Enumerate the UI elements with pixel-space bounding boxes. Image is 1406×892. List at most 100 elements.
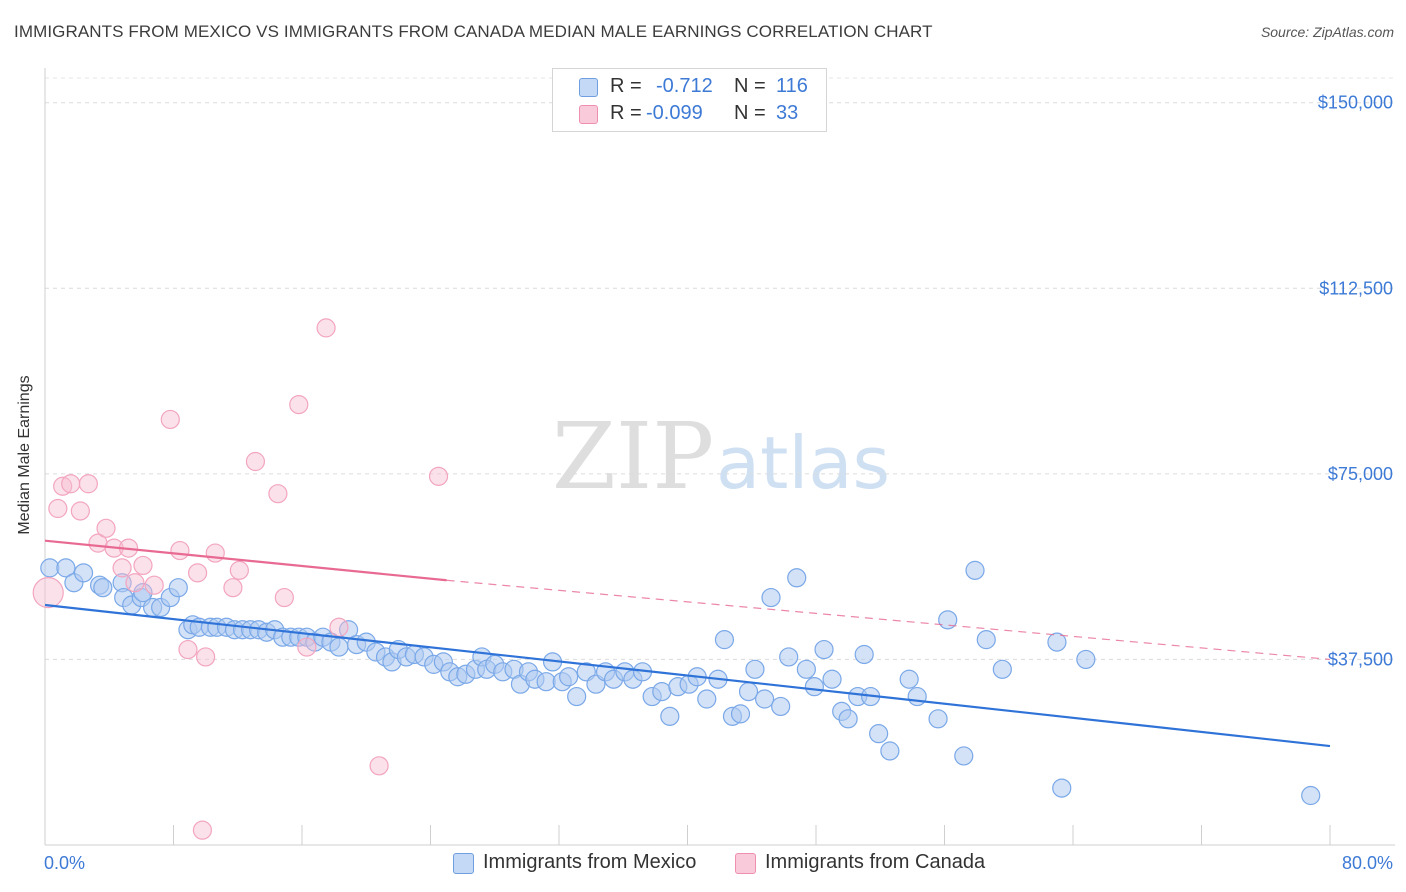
- point-mexico: [567, 686, 587, 707]
- point-mexico: [754, 689, 775, 709]
- point-mexico: [73, 563, 94, 583]
- point-mexico: [928, 709, 948, 729]
- watermark: ZIP atlas: [552, 403, 890, 510]
- point-canada: [53, 476, 73, 496]
- tick-labels: $37,500 $75,000 $112,500 $150,000 0.0% 80.0%: [44, 93, 1393, 873]
- point-canada: [112, 558, 132, 578]
- legend-row-canada: R = -0.099 N = 33: [553, 101, 826, 127]
- legend-r-label: R =: [610, 102, 642, 124]
- watermark-zip: ZIP: [552, 403, 714, 510]
- legend-n-value: 33: [776, 102, 799, 124]
- legend-label-canada: Immigrants from Canada: [765, 851, 986, 873]
- legend-r-value: -0.712: [656, 75, 713, 97]
- point-mexico: [796, 659, 816, 679]
- legend-swatch-mexico: [453, 853, 474, 874]
- point-mexico: [329, 637, 349, 657]
- point-canada: [196, 647, 216, 667]
- point-mexico: [907, 686, 927, 707]
- legend-n-label: N =: [734, 102, 766, 124]
- legend-swatch-mexico: [579, 78, 598, 97]
- point-canada: [229, 560, 249, 580]
- y-tick-label: $75,000: [1328, 464, 1393, 484]
- trend-line-canada: [44, 539, 447, 582]
- point-canada: [428, 466, 449, 486]
- watermark-atlas: atlas: [716, 421, 890, 505]
- point-canada: [96, 518, 116, 538]
- trend-line-canada-extrapolated: [446, 579, 1331, 661]
- chart-title: IMMIGRANTS FROM MEXICO VS IMMIGRANTS FRO…: [14, 22, 933, 41]
- y-tick-label: $150,000: [1318, 93, 1393, 113]
- point-mexico: [954, 746, 974, 766]
- point-mexico: [880, 741, 900, 761]
- point-mexico: [899, 669, 919, 689]
- point-mexico: [93, 578, 113, 598]
- point-mexico: [822, 669, 842, 689]
- point-canada: [32, 577, 64, 609]
- legend-r-value: -0.099: [646, 102, 703, 124]
- point-mexico: [869, 724, 889, 744]
- point-canada: [369, 756, 389, 776]
- trend-lines: [44, 539, 1331, 748]
- point-mexico: [168, 578, 188, 598]
- point-canada: [289, 394, 309, 415]
- legend-row-mexico: R = -0.712 N = 116: [553, 74, 826, 100]
- point-canada: [268, 484, 288, 504]
- point-mexico: [976, 630, 996, 650]
- point-mexico: [730, 704, 751, 724]
- point-canada: [78, 474, 98, 494]
- data-points: [32, 318, 1321, 840]
- point-mexico: [133, 583, 153, 603]
- legend-label-mexico: Immigrants from Mexico: [483, 851, 697, 873]
- point-mexico: [992, 659, 1012, 679]
- point-mexico: [536, 672, 556, 692]
- point-mexico: [965, 560, 985, 580]
- point-mexico: [559, 667, 579, 687]
- point-canada: [133, 555, 153, 576]
- point-mexico: [660, 706, 680, 726]
- y-tick-label: $37,500: [1328, 649, 1393, 669]
- correlation-legend: R = -0.712 N = 116 R = -0.099 N = 33: [552, 68, 827, 132]
- point-canada: [61, 474, 81, 494]
- point-canada: [170, 540, 190, 561]
- point-canada: [125, 573, 145, 593]
- point-mexico: [854, 644, 874, 665]
- point-mexico: [738, 681, 759, 702]
- point-canada: [297, 637, 317, 657]
- point-mexico: [1047, 632, 1067, 652]
- point-mexico: [771, 696, 791, 717]
- axes: [44, 68, 1395, 846]
- point-canada: [245, 451, 266, 472]
- point-canada: [144, 575, 164, 595]
- point-mexico: [938, 610, 958, 630]
- point-canada: [223, 578, 243, 598]
- y-tick-label: $112,500: [1319, 278, 1393, 298]
- legend-r-label: R =: [610, 75, 642, 97]
- x-tick-label: 0.0%: [44, 853, 85, 873]
- chart-source: Source: ZipAtlas.com: [1260, 24, 1394, 40]
- legend-n-label: N =: [734, 75, 766, 97]
- point-mexico: [652, 681, 672, 702]
- point-canada: [70, 501, 90, 521]
- legend-swatch-canada: [579, 105, 598, 124]
- point-mexico: [714, 630, 735, 650]
- point-mexico: [745, 659, 765, 679]
- point-mexico: [779, 647, 799, 667]
- x-tick-label: 80.0%: [1342, 853, 1393, 873]
- point-canada: [48, 498, 68, 519]
- point-canada: [192, 820, 213, 840]
- trend-line-mexico: [44, 603, 1331, 748]
- legend-n-value: 116: [776, 75, 808, 97]
- point-mexico: [804, 677, 824, 697]
- point-canada: [160, 409, 180, 430]
- point-mexico: [761, 587, 781, 608]
- point-canada: [274, 587, 294, 608]
- point-canada: [178, 639, 198, 660]
- legend-swatch-canada: [735, 853, 756, 874]
- point-mexico: [787, 568, 807, 588]
- point-mexico: [1076, 649, 1096, 670]
- point-mexico: [1052, 778, 1072, 798]
- point-canada: [205, 543, 225, 563]
- point-mexico: [40, 558, 60, 578]
- point-canada: [187, 563, 208, 583]
